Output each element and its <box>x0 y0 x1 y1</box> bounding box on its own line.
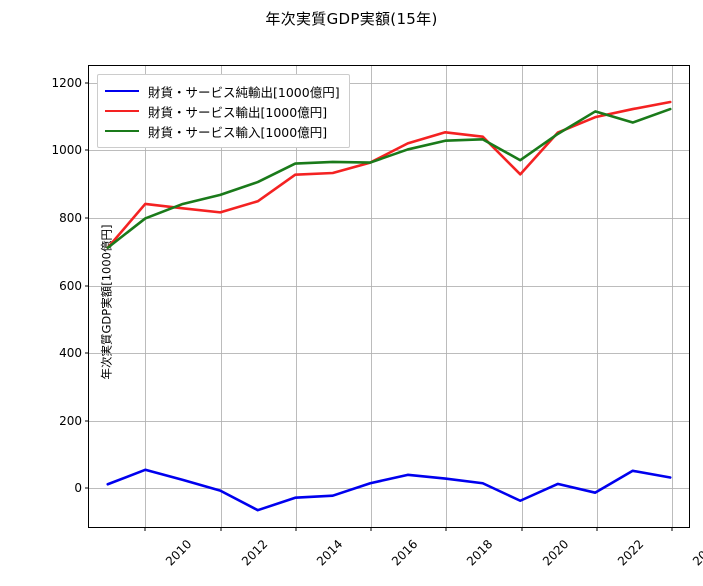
legend-color-swatch <box>105 110 139 112</box>
series-line-2 <box>106 107 672 250</box>
y-tick-mark <box>85 420 89 422</box>
y-tick-label: 1000 <box>51 143 82 158</box>
legend-label: 財貨・サービス純輸出[1000億円] <box>148 84 340 100</box>
grid-line-vertical <box>446 66 448 527</box>
x-tick-mark <box>220 527 222 531</box>
x-tick-mark <box>370 527 372 531</box>
plot-area: 年次実質GDP実額[1000億円] 0 200 400 600 800 1000 1200 … <box>51 65 703 568</box>
y-tick-label: 200 <box>59 413 82 428</box>
legend-color-swatch <box>105 130 139 132</box>
grid-line-vertical <box>145 66 147 527</box>
x-tick-mark <box>445 527 447 531</box>
series-line-0 <box>106 468 672 512</box>
y-tick-mark <box>85 149 89 151</box>
y-tick-mark <box>85 285 89 287</box>
x-tick-label: 2024 <box>690 537 703 569</box>
x-tick-label: 2016 <box>389 537 421 569</box>
x-tick-mark <box>295 527 297 531</box>
y-tick-label: 600 <box>59 278 82 293</box>
x-tick-label: 2010 <box>163 537 195 569</box>
series-line-1 <box>106 100 672 250</box>
legend-item[interactable]: 財貨・サービス輸出[1000億円] <box>105 101 340 121</box>
grid-line-horizontal <box>89 82 689 84</box>
y-tick-mark <box>85 217 89 219</box>
y-tick-mark <box>85 352 89 354</box>
grid-line-vertical <box>295 66 297 527</box>
grid-line-horizontal <box>89 353 689 355</box>
grid-line-vertical <box>371 66 373 527</box>
grid-line-horizontal <box>89 420 689 422</box>
grid-line-horizontal <box>89 150 689 152</box>
chart-title: 年次実質GDP実額(15年) <box>265 10 438 28</box>
y-tick-mark <box>85 82 89 84</box>
legend-item[interactable]: 財貨・サービス輸入[1000億円] <box>105 121 340 141</box>
grid-line-horizontal <box>89 218 689 220</box>
y-tick-label: 1200 <box>51 75 82 90</box>
x-tick-label: 2020 <box>539 537 572 569</box>
x-tick-label: 2022 <box>614 537 647 569</box>
y-tick-label: 800 <box>59 211 82 226</box>
grid-line-vertical <box>220 66 222 527</box>
legend-item[interactable]: 財貨・サービス純輸出[1000億円] <box>105 81 340 101</box>
y-tick-label: 0 <box>74 481 82 496</box>
grid-line-vertical <box>521 66 523 527</box>
legend-label: 財貨・サービス輸出[1000億円] <box>148 104 328 120</box>
x-tick-mark <box>521 527 523 531</box>
x-tick-mark <box>144 527 146 531</box>
y-tick-label: 400 <box>59 346 82 361</box>
grid-line-horizontal <box>89 285 689 287</box>
x-tick-label: 2018 <box>464 537 496 569</box>
x-tick-label: 2014 <box>313 537 346 569</box>
x-tick-mark <box>596 527 598 531</box>
chart-legend: 財貨・サービス純輸出[1000億円] 財貨・サービス輸出[1000億円] 財貨・サー… <box>97 74 350 148</box>
series-container <box>106 100 672 512</box>
y-tick-mark <box>85 487 89 489</box>
grid-line-vertical <box>672 66 674 527</box>
x-tick-label: 2012 <box>238 537 271 569</box>
legend-color-swatch <box>105 90 139 92</box>
legend-label: 財貨・サービス輸入[1000億円] <box>148 124 328 140</box>
x-tick-mark <box>671 527 673 531</box>
grid-line-vertical <box>596 66 598 527</box>
grid-line-horizontal <box>89 488 689 490</box>
